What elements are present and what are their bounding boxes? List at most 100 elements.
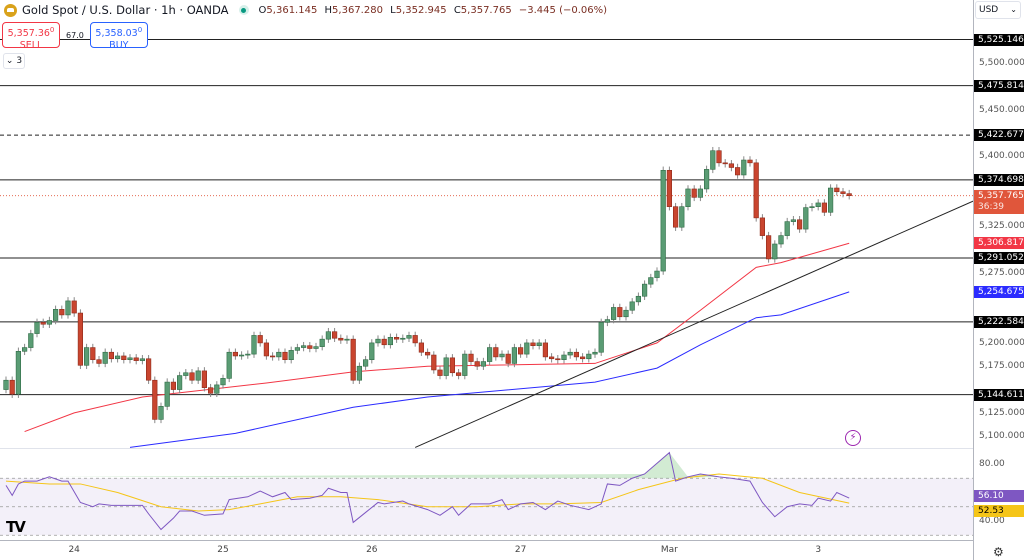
- lightning-icon[interactable]: ⚡: [845, 430, 861, 446]
- candle-body: [579, 356, 586, 360]
- candle: [728, 160, 734, 172]
- candle: [146, 355, 152, 384]
- candle: [195, 367, 201, 384]
- rsi-tick-label: 40.00: [979, 516, 1005, 526]
- candle: [803, 203, 809, 233]
- price-tick-label: 5,125.000: [979, 407, 1024, 418]
- candle-body: [765, 235, 772, 260]
- candle: [635, 292, 641, 306]
- candle-body: [846, 193, 852, 197]
- candle: [9, 376, 15, 398]
- candle-body: [796, 219, 803, 230]
- candle-body: [195, 370, 201, 381]
- sell-label: SELL: [19, 40, 43, 52]
- candle-body: [666, 169, 672, 207]
- price-axis[interactable]: [973, 0, 1024, 560]
- candle: [555, 355, 561, 364]
- low-value: 5,352.945: [395, 4, 447, 16]
- candle: [15, 347, 22, 398]
- candle: [208, 383, 214, 398]
- gold-logo-icon: [4, 3, 17, 17]
- candle: [102, 348, 108, 368]
- candle: [170, 378, 177, 394]
- candle: [108, 348, 114, 363]
- open-value: 5,361.145: [266, 4, 318, 16]
- candle-body: [604, 319, 610, 323]
- candle-body: [517, 347, 524, 355]
- candle: [846, 189, 852, 200]
- candle-body: [716, 150, 722, 164]
- candle: [393, 333, 400, 343]
- candle-body: [71, 300, 77, 314]
- candle: [424, 348, 431, 359]
- candle: [288, 346, 294, 364]
- candle-body: [685, 188, 691, 207]
- candle-body: [52, 309, 59, 321]
- sell-button[interactable]: 5,357.360 SELL: [2, 22, 60, 51]
- candle-body: [635, 295, 641, 303]
- candle: [623, 306, 629, 321]
- candle-body: [251, 335, 257, 355]
- indicators-collapse-button[interactable]: ⌄ 3: [3, 53, 25, 69]
- candle-body: [350, 338, 356, 381]
- rsi-tick-label: 80.00: [979, 459, 1005, 469]
- candle-body: [617, 307, 623, 318]
- rsi-line: [5, 451, 850, 531]
- time-axis-label: 24: [68, 545, 80, 555]
- price-tick-label: 5,500.000: [979, 58, 1024, 68]
- candle: [220, 374, 226, 389]
- level-price-tag: 5,475.814: [974, 79, 1024, 92]
- candle: [177, 371, 183, 394]
- candle: [809, 202, 815, 212]
- candle: [344, 335, 350, 344]
- candle: [468, 350, 474, 366]
- sell-price-sup: 0: [49, 26, 55, 34]
- candle: [59, 305, 65, 319]
- candle: [827, 184, 834, 217]
- candle: [263, 339, 270, 360]
- candle: [251, 331, 257, 358]
- candle-body: [325, 331, 332, 340]
- candle-body: [214, 384, 220, 394]
- candle: [691, 185, 697, 202]
- candle: [679, 202, 685, 231]
- candle: [648, 273, 654, 288]
- candle-body: [567, 351, 573, 356]
- candle-body: [170, 381, 177, 390]
- candle-body: [146, 358, 152, 381]
- buy-button[interactable]: 5,358.030 BUY: [89, 22, 148, 51]
- candle: [331, 327, 338, 342]
- candle-body: [344, 338, 350, 341]
- candle-body: [772, 243, 778, 260]
- candle: [319, 335, 325, 351]
- candle-body: [586, 353, 592, 360]
- candle-body: [548, 356, 555, 360]
- low-label: L: [390, 4, 396, 16]
- symbol-title[interactable]: Gold Spot / U.S. Dollar · 1h · OANDA: [22, 3, 229, 17]
- candle-body: [369, 342, 375, 360]
- candle-body: [734, 167, 741, 176]
- candle-body: [511, 347, 517, 364]
- candle-body: [697, 188, 703, 198]
- sell-price: 5,357.36: [7, 28, 50, 40]
- currency-select[interactable]: USD ⌄: [975, 1, 1021, 19]
- candle: [127, 354, 133, 364]
- candle-body: [232, 351, 239, 357]
- candle-body: [790, 219, 796, 222]
- close-value: 5,357.765: [460, 4, 512, 16]
- candle: [406, 331, 412, 342]
- buy-price-sup: 0: [137, 26, 143, 34]
- candle-body: [703, 169, 710, 190]
- tradingview-logo[interactable]: TV: [6, 518, 26, 536]
- candle: [90, 343, 96, 364]
- level-price-tag: 5,222.584: [974, 315, 1024, 328]
- candle: [34, 318, 40, 338]
- candle-body: [96, 359, 102, 364]
- candle-body: [809, 206, 815, 208]
- trade-panel: 5,357.360 SELL 67.0 5,358.030 BUY: [2, 22, 148, 51]
- candle: [431, 351, 437, 374]
- chevron-down-icon: ⌄: [1010, 5, 1017, 14]
- settings-gear-icon[interactable]: ⚙: [993, 545, 1004, 559]
- candle: [617, 303, 623, 321]
- price-chart[interactable]: [0, 0, 973, 560]
